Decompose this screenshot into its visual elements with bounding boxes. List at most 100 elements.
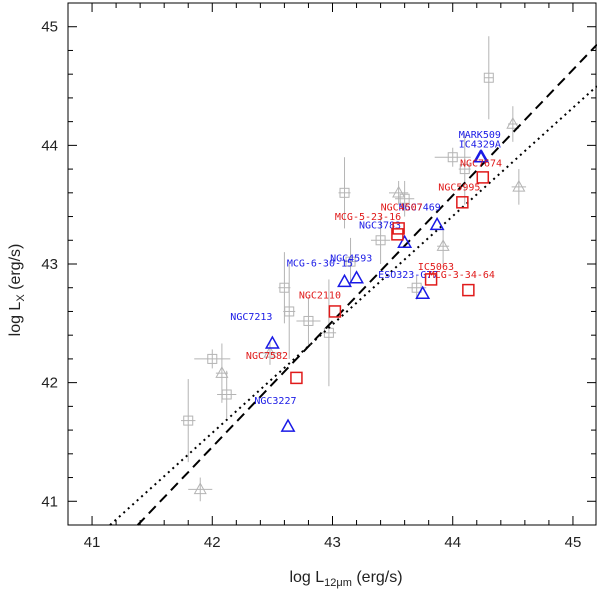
square-marker (345, 256, 356, 267)
triangle-marker (474, 149, 490, 163)
x-tick-label: 44 (444, 534, 461, 551)
square-marker (328, 305, 342, 318)
square-marker (284, 306, 295, 317)
point-label: MCG-3-34-64 (429, 270, 495, 281)
dotted-fit-line (109, 85, 597, 526)
triangle-marker (397, 234, 413, 248)
background-point (217, 370, 237, 419)
square-marker (424, 273, 438, 286)
point-label: NGC3783 (359, 220, 401, 231)
data-point-ngc7469: NGC7469 (399, 203, 445, 231)
background-point (436, 228, 450, 264)
data-point-ngc7213: NGC7213 (230, 312, 280, 349)
square-marker (462, 283, 475, 297)
square-marker (411, 282, 422, 293)
y-tick-label: 42 (41, 375, 58, 392)
y-tick-label: 45 (41, 19, 58, 36)
background-point (506, 106, 520, 142)
background-point (483, 36, 494, 120)
data-point-ngc2110: NGC2110 (299, 290, 342, 318)
data-point-mcg-6-30-15: MCG-6-30-15 (287, 258, 353, 288)
fit-lines-layer (109, 43, 597, 526)
x-axis-label-sub: 12μm (324, 577, 352, 589)
point-label: NGC4507 (381, 203, 423, 214)
y-tick-label: 44 (41, 137, 58, 154)
background-point (215, 343, 229, 403)
x-tick-label: 43 (324, 534, 341, 551)
square-marker (459, 164, 470, 175)
data-point-ngc5995: NGC5995 (438, 182, 480, 209)
background-point (458, 133, 471, 205)
point-label: ESO323-G77 (378, 270, 438, 281)
background-point (257, 341, 283, 365)
triangle-marker (506, 116, 520, 129)
square-marker (290, 371, 303, 385)
data-point-ngc7582: NGC7582 (246, 351, 303, 385)
point-label: IC5063 (418, 262, 454, 273)
background-point (296, 297, 321, 345)
triangle-marker (263, 345, 277, 358)
data-point-ngc4593: NGC4593 (330, 254, 372, 284)
y-tick-label: 43 (41, 256, 58, 273)
y-axis-label-unit: (erg/s) (7, 244, 24, 295)
data-point-ngc4507: NGC4507 (381, 203, 423, 235)
x-tick-label: 42 (204, 534, 221, 551)
square-marker (303, 315, 314, 326)
data-point-eso323-g77: ESO323-G77 (378, 270, 438, 299)
point-label: NGC5995 (438, 182, 480, 193)
background-point (194, 349, 231, 369)
background-point (395, 180, 415, 217)
data-point-ic5063: IC5063 (418, 262, 454, 286)
background-point (370, 216, 391, 264)
background-point (389, 180, 409, 205)
square-marker (392, 222, 405, 235)
triangle-marker (436, 239, 450, 251)
point-label: MARK509 (459, 130, 501, 141)
point-label: MCG-6-30-15 (287, 258, 353, 269)
background-point (181, 379, 196, 463)
background-point (511, 169, 527, 205)
point-label: NGC3227 (254, 396, 296, 407)
x-tick-label: 45 (565, 534, 582, 551)
y-axis-label: log LX (erg/s) (7, 244, 27, 337)
point-label: NGC7469 (399, 203, 441, 214)
point-label: MCG-5-23-16 (335, 212, 401, 223)
y-axis-label-sub: X (15, 294, 27, 302)
data-point-ngc7674: NGC7674 (460, 159, 502, 184)
point-label: NGC7213 (230, 312, 272, 323)
y-axis-label-main: log L (7, 302, 24, 337)
triangle-marker (429, 216, 445, 231)
point-label: NGC7674 (460, 159, 502, 170)
triangle-marker (280, 418, 296, 432)
triangle-marker (349, 270, 364, 284)
x-axis-label-unit: (erg/s) (352, 569, 403, 586)
square-marker (399, 193, 410, 204)
background-point (338, 157, 351, 229)
square-marker (447, 152, 458, 163)
triangle-marker (512, 179, 526, 192)
square-marker (339, 187, 350, 198)
square-marker (183, 415, 194, 426)
x-axis-label-main: log L (289, 569, 324, 586)
square-marker (456, 196, 469, 209)
background-point (344, 237, 357, 286)
triangle-marker (193, 482, 207, 495)
data-point-ngc3227: NGC3227 (254, 396, 297, 432)
triangle-marker (392, 185, 406, 198)
y-tick-label: 41 (41, 493, 58, 510)
axes-layer: 41 42 43 44 45 41 42 43 44 45 (41, 2, 597, 551)
background-points-layer (181, 36, 527, 502)
background-point (188, 477, 213, 502)
background-point (321, 279, 337, 387)
triangle-marker (415, 285, 431, 299)
x-tick-label: 41 (84, 534, 101, 551)
point-label: NGC7582 (246, 351, 288, 362)
square-marker (375, 235, 386, 246)
triangle-marker (337, 273, 352, 288)
data-point-mark509: MARK509 (459, 130, 501, 163)
data-point-mcg-3-34-64: MCG-3-34-64 (429, 270, 495, 297)
triangle-marker (215, 366, 229, 378)
data-point-ngc3783: NGC3783 (359, 220, 413, 248)
